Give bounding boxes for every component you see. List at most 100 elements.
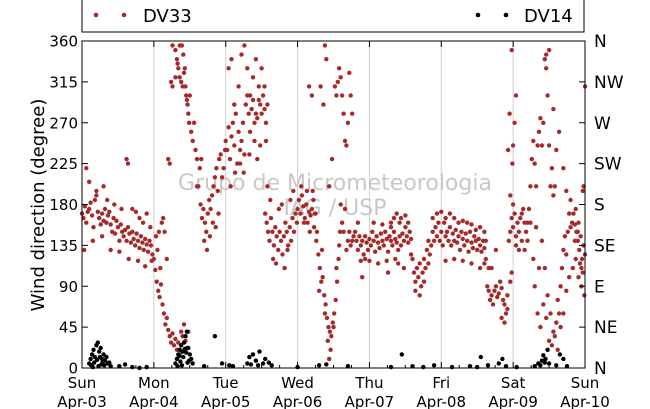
data-point-dv33 [186, 111, 191, 116]
data-point-dv33 [460, 258, 465, 263]
data-point-dv33 [408, 236, 414, 242]
data-point-dv33 [190, 138, 195, 144]
data-point-dv33 [331, 324, 336, 330]
data-point-dv14 [467, 364, 473, 369]
data-point-dv33 [280, 252, 285, 257]
data-point-dv33 [510, 202, 516, 207]
data-point-dv33 [263, 211, 268, 216]
x-tick-day-label: Mon [138, 374, 170, 392]
data-point-dv33 [184, 97, 190, 103]
data-point-dv33 [419, 284, 424, 289]
data-point-dv33 [430, 229, 435, 234]
data-point-dv33 [403, 213, 408, 218]
x-tick-date-label: Apr-06 [273, 393, 323, 409]
data-point-dv33 [462, 243, 467, 248]
data-point-dv33 [374, 234, 379, 239]
data-point-dv33 [314, 238, 319, 243]
data-point-dv33 [513, 234, 519, 239]
data-point-dv33 [577, 261, 583, 266]
data-point-dv33 [145, 249, 151, 254]
data-point-dv33 [274, 234, 279, 239]
data-point-dv33 [439, 209, 444, 214]
x-tick-date-label: Apr-04 [129, 393, 179, 409]
data-point-dv33 [286, 243, 291, 248]
data-point-dv14 [557, 352, 563, 357]
data-point-dv33 [482, 245, 487, 251]
data-point-dv33 [153, 234, 159, 239]
data-point-dv33 [449, 243, 454, 248]
data-point-dv33 [217, 156, 222, 162]
data-point-dv33 [209, 193, 215, 198]
data-point-dv33 [368, 243, 374, 248]
data-point-dv33 [358, 258, 363, 263]
data-point-dv33 [243, 102, 248, 107]
data-point-dv33 [166, 327, 171, 333]
data-point-dv33 [426, 238, 431, 243]
data-point-dv33 [278, 238, 284, 243]
data-point-dv14 [266, 360, 271, 365]
y-tick-label: 315 [49, 73, 78, 91]
data-point-dv33 [168, 79, 174, 85]
data-point-dv33 [299, 184, 304, 189]
data-point-dv33 [232, 170, 238, 175]
data-point-dv33 [572, 222, 578, 227]
data-point-dv33 [519, 238, 524, 243]
data-point-dv33 [170, 331, 175, 336]
data-point-dv33 [170, 43, 175, 48]
data-point-dv33 [558, 324, 563, 330]
data-point-dv33 [578, 234, 583, 239]
data-point-dv33 [259, 111, 264, 116]
watermark: Grupo de Micrometeorologia IAG / USP [178, 171, 492, 221]
data-point-dv33 [117, 249, 122, 254]
data-point-dv33 [344, 143, 349, 148]
data-point-dv14 [219, 361, 225, 366]
data-point-dv33 [290, 215, 295, 221]
data-point-dv33 [519, 211, 524, 216]
data-point-dv33 [404, 234, 409, 239]
data-point-dv33 [277, 229, 282, 234]
data-point-dv14 [316, 363, 322, 368]
data-point-dv33 [301, 220, 307, 225]
data-point-dv14 [92, 360, 97, 365]
data-point-dv33 [549, 166, 555, 171]
data-point-dv33 [197, 166, 202, 171]
data-point-dv33 [387, 234, 392, 239]
x-tick-day-label: Wed [281, 374, 314, 392]
data-point-dv33 [521, 206, 526, 212]
data-point-dv33 [561, 311, 566, 316]
data-point-dv33 [115, 225, 121, 230]
data-point-dv33 [187, 93, 192, 98]
data-point-dv14 [245, 361, 250, 366]
data-point-dv14 [500, 356, 505, 362]
data-point-dv14 [532, 364, 537, 369]
x-tick-date-label: Apr-09 [488, 393, 538, 409]
data-point-dv33 [476, 236, 481, 242]
y-right-tick-label: SE [594, 236, 616, 256]
data-point-dv33 [554, 147, 559, 153]
data-point-dv33 [141, 247, 146, 253]
data-point-dv33 [336, 256, 341, 262]
data-point-dv33 [575, 238, 580, 243]
data-point-dv33 [337, 229, 343, 234]
data-point-dv33 [91, 225, 96, 230]
data-point-dv33 [119, 206, 124, 212]
data-point-dv33 [360, 238, 365, 243]
data-point-dv33 [357, 234, 362, 239]
data-point-dv33 [82, 204, 88, 209]
data-point-dv33 [302, 215, 307, 221]
data-point-dv33 [131, 236, 136, 242]
data-point-dv14 [175, 364, 180, 369]
data-point-dv33 [513, 93, 519, 98]
data-point-dv33 [150, 252, 155, 257]
data-point-dv33 [505, 147, 511, 153]
data-point-dv33 [380, 238, 385, 243]
data-point-dv33 [205, 211, 210, 216]
data-point-dv33 [384, 258, 389, 263]
data-point-dv33 [439, 229, 444, 234]
data-point-dv33 [230, 120, 236, 126]
data-point-dv33 [245, 66, 250, 71]
data-point-dv33 [183, 84, 188, 89]
data-point-dv33 [558, 284, 563, 289]
data-point-dv33 [362, 234, 368, 239]
data-point-dv33 [296, 197, 302, 203]
